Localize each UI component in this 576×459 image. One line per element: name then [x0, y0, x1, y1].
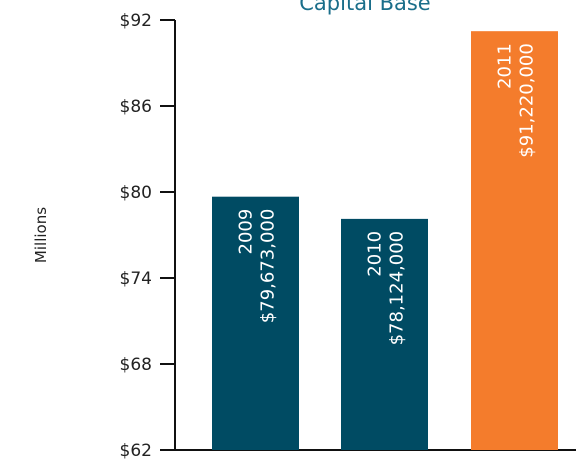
- bar-category-label: 2011: [495, 43, 516, 89]
- bar-value-label: $78,124,000: [387, 231, 408, 346]
- chart-title: Capital Base: [299, 0, 430, 15]
- y-tick-label: $68: [120, 355, 152, 375]
- bar: [212, 196, 299, 450]
- bar-category-label: 2009: [236, 209, 257, 255]
- y-tick-label: $86: [120, 97, 152, 117]
- bar: [471, 31, 558, 451]
- bar-category-label: 2010: [365, 231, 386, 277]
- bar: [341, 218, 428, 450]
- y-tick-label: $62: [120, 441, 152, 459]
- y-tick-label: $74: [120, 269, 152, 289]
- bar-value-label: $91,220,000: [517, 43, 538, 158]
- bar-value-label: $79,673,000: [258, 209, 279, 324]
- y-tick-label: $80: [120, 183, 152, 203]
- y-axis-label: Millions: [32, 207, 50, 263]
- y-tick-label: $92: [120, 11, 152, 31]
